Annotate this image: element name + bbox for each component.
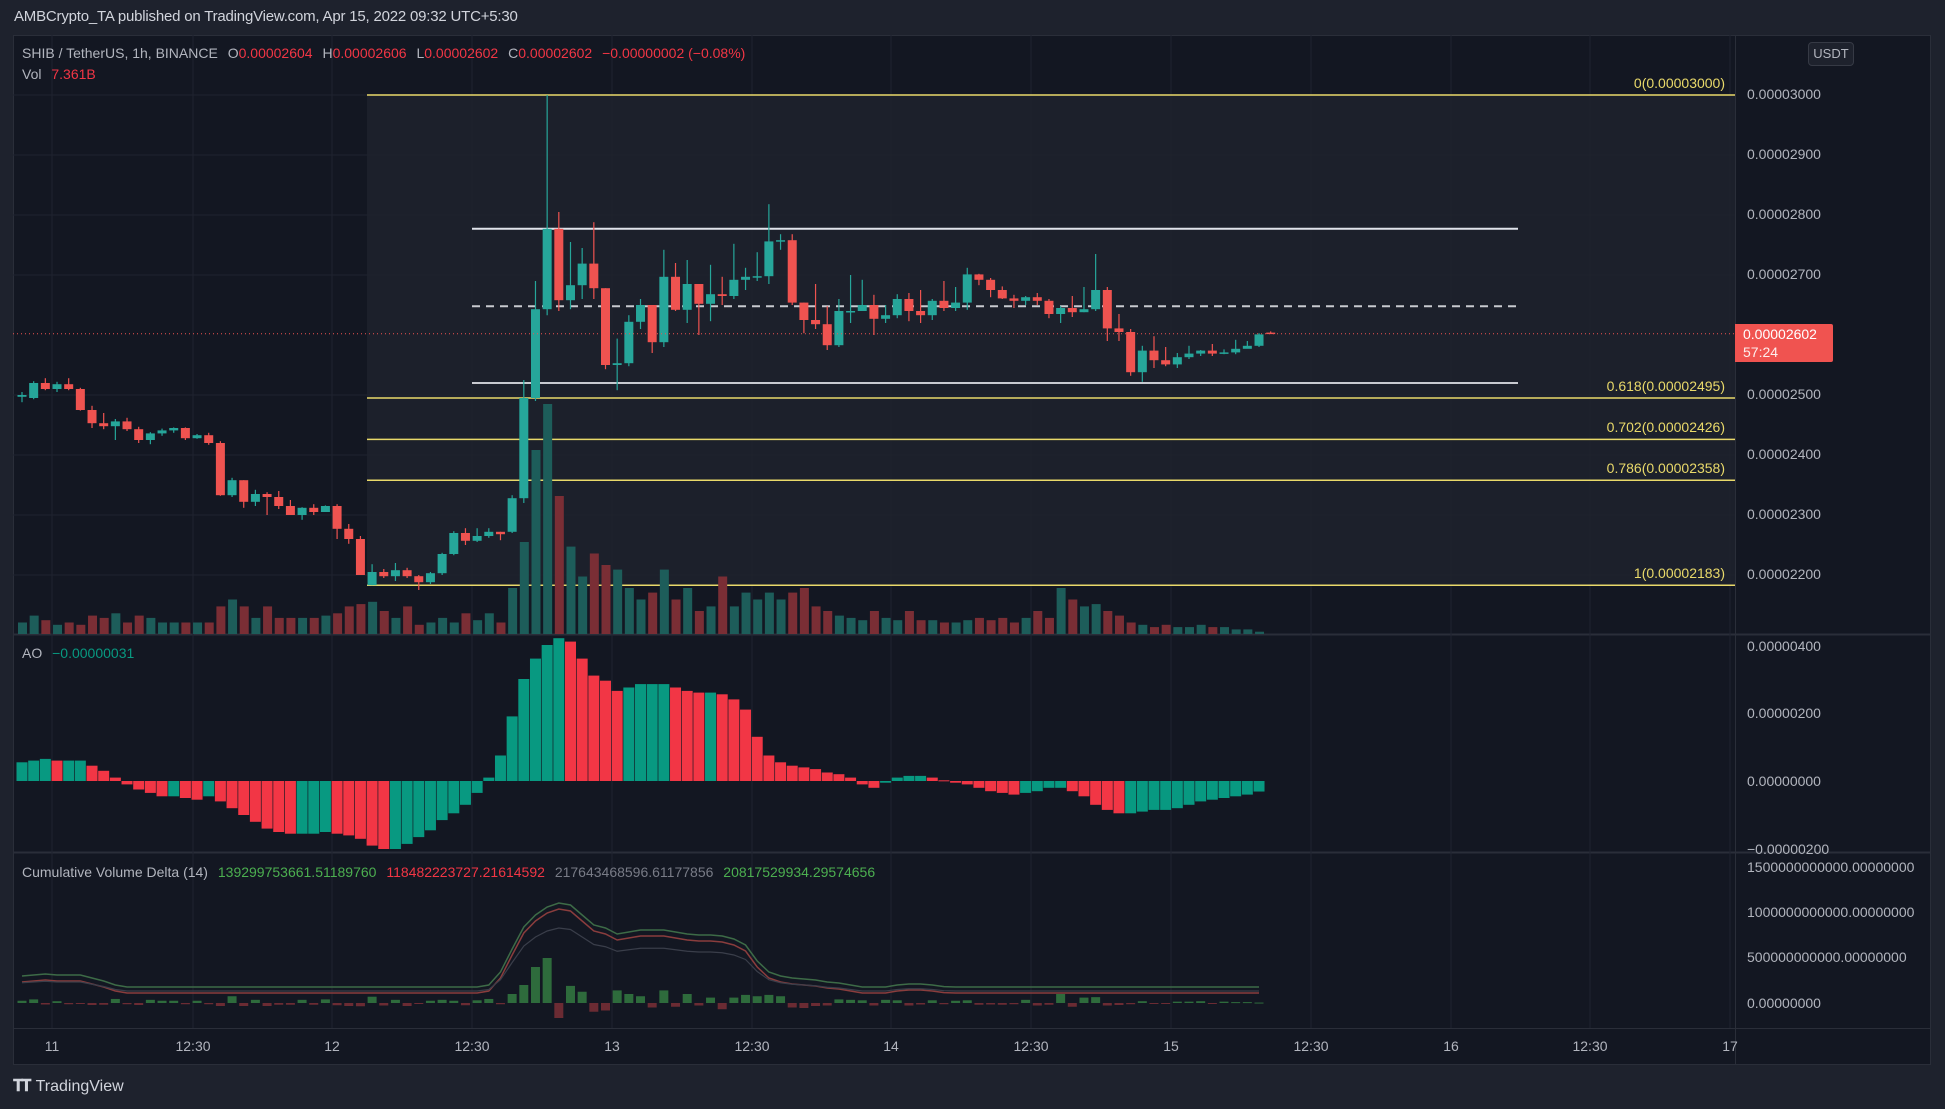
cvd-value-1: 139299753661.51189760 [217,864,377,880]
time-axis-label: 12:30 [1293,1038,1329,1054]
price-axis-label: 0.00002900 [1747,146,1821,162]
fib-level-label: 0(0.00003000) [1633,75,1725,91]
low-label: L [416,45,425,61]
ao-value: −0.00000031 [52,645,135,661]
time-axis-label: 16 [1443,1038,1459,1054]
fib-level-label: 0.618(0.00002495) [1606,378,1725,394]
ao-label: AO [22,645,43,661]
fib-level-label: 0.786(0.00002358) [1606,460,1725,477]
close-value: 0.00002602 [518,45,593,61]
time-axis-label: 12:30 [1013,1038,1049,1054]
high-label: H [322,45,333,61]
publisher-caption: AMBCrypto_TA published on TradingView.co… [14,8,518,25]
volume-value: 7.361B [51,66,96,82]
cvd-value-2: 118482223727.21614592 [386,864,545,880]
time-axis-label: 17 [1722,1038,1738,1054]
chart-canvas[interactable] [13,35,1931,1065]
time-axis-label: 12:30 [454,1038,490,1054]
price-axis-label: 0.00002200 [1747,566,1821,582]
cvd-legend[interactable]: Cumulative Volume Delta (14) 13929975366… [22,864,881,880]
fib-level-label: 0.702(0.00002426) [1606,419,1725,436]
time-axis-label: 12:30 [1572,1038,1608,1054]
time-axis-label: 15 [1163,1038,1179,1054]
price-axis-label: 0.00002500 [1747,386,1821,402]
tradingview-logo-icon: 𝐓𝐓 [13,1078,32,1095]
cvd-value-4: 20817529934.29574656 [723,864,876,880]
ao-axis-label: 0.00000400 [1747,638,1821,654]
time-axis-label: 11 [44,1038,60,1054]
ao-axis-label: −0.00000200 [1747,841,1830,857]
cvd-axis-label: 0.00000000 [1747,995,1821,1011]
last-price-tag: 0.00002602 57:24 [1735,324,1833,362]
volume-label: Vol [22,66,42,82]
cvd-axis-label: 1500000000000.00000000 [1747,859,1915,875]
price-axis-label: 0.00002800 [1747,206,1821,222]
time-axis-label: 12:30 [175,1038,211,1054]
ao-axis-label: 0.00000200 [1747,705,1821,721]
last-price-value: 0.00002602 [1743,326,1817,342]
price-axis-label: 0.00002300 [1747,506,1821,522]
open-value: 0.00002604 [238,45,313,61]
tradingview-logo[interactable]: 𝐓𝐓 TradingView [13,1078,124,1096]
ao-legend[interactable]: AO −0.00000031 [22,645,140,661]
symbol-title[interactable]: SHIB / TetherUS, 1h, BINANCE [22,45,218,61]
bar-countdown: 57:24 [1743,344,1779,360]
cvd-axis-label: 1000000000000.00000000 [1747,904,1915,920]
price-axis-label: 0.00002400 [1747,446,1821,462]
currency-button[interactable]: USDT [1808,42,1854,66]
time-axis-label: 14 [883,1038,899,1054]
time-axis-label: 12:30 [734,1038,770,1054]
low-value: 0.00002602 [424,45,499,61]
close-label: C [508,45,519,61]
time-axis-label: 13 [604,1038,620,1054]
high-value: 0.00002606 [332,45,407,61]
cvd-value-3: 217643468596.61177856 [554,864,714,880]
brand-name: TradingView [35,1078,124,1095]
change-value: −0.00000002 (−0.08%) [602,45,746,61]
fib-level-label: 1(0.00002183) [1633,565,1725,582]
volume-legend[interactable]: Vol 7.361B [22,66,102,82]
cvd-label: Cumulative Volume Delta (14) [22,864,208,880]
time-axis-label: 12 [324,1038,340,1054]
cvd-axis-label: 500000000000.00000000 [1747,949,1907,965]
open-label: O [227,45,239,61]
price-axis-label: 0.00002700 [1747,266,1821,282]
price-axis-label: 0.00003000 [1747,86,1821,102]
symbol-legend[interactable]: SHIB / TetherUS, 1h, BINANCE O0.00002604… [22,45,751,61]
ao-axis-label: 0.00000000 [1747,773,1821,789]
